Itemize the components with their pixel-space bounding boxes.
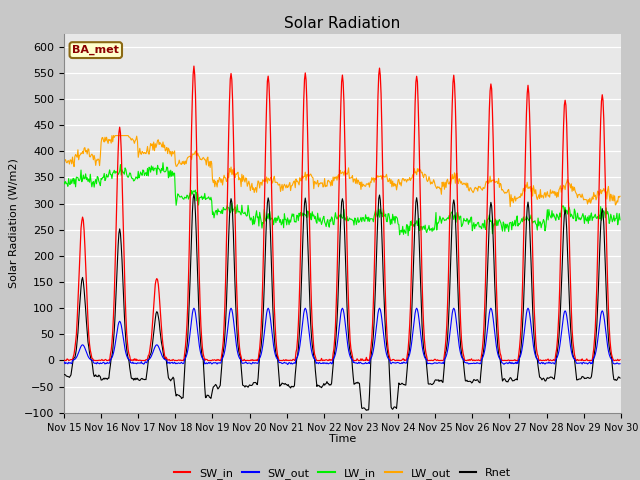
- X-axis label: Time: Time: [329, 434, 356, 444]
- Text: BA_met: BA_met: [72, 45, 119, 55]
- Title: Solar Radiation: Solar Radiation: [284, 16, 401, 31]
- Y-axis label: Solar Radiation (W/m2): Solar Radiation (W/m2): [8, 158, 19, 288]
- Legend: SW_in, SW_out, LW_in, LW_out, Rnet: SW_in, SW_out, LW_in, LW_out, Rnet: [169, 463, 516, 480]
